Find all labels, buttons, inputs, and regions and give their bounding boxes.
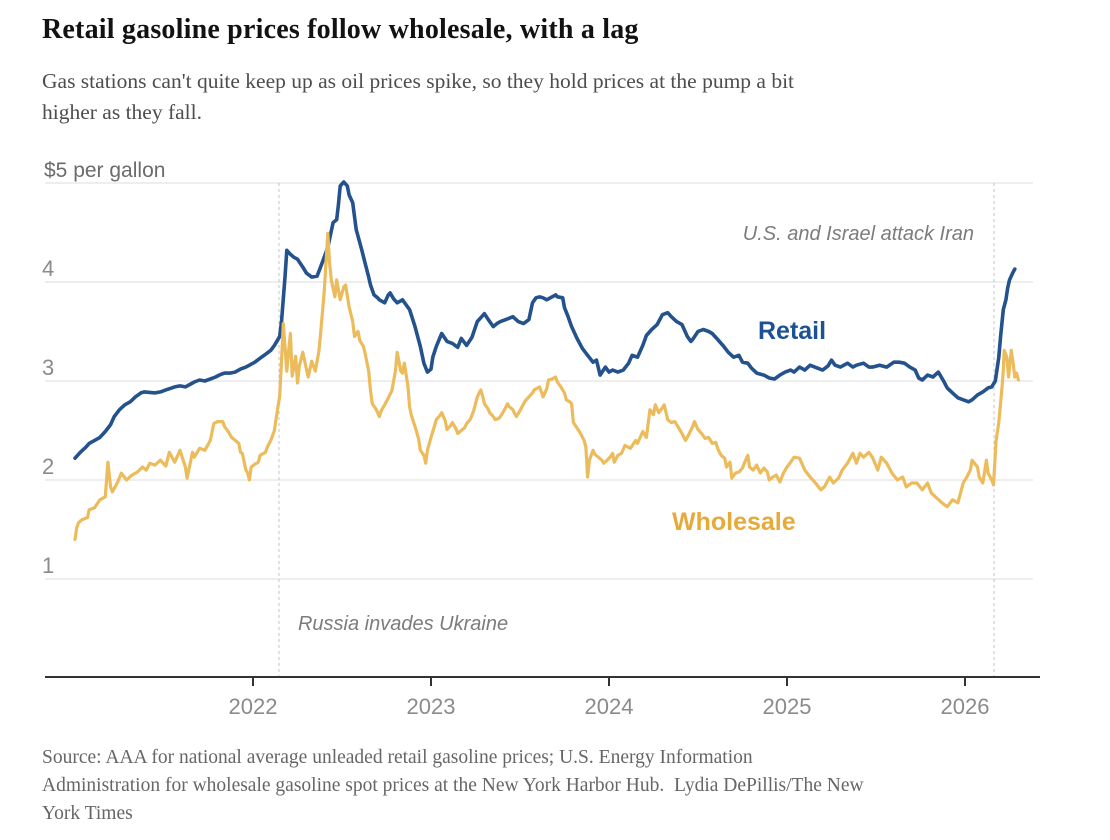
- y-axis-top-label: $5 per gallon: [44, 159, 165, 182]
- x-tick-label-2022: 2022: [229, 694, 278, 719]
- source-note: Source: AAA for national average unleade…: [42, 744, 1072, 828]
- annotation-us-israel-attack-iran: U.S. and Israel attack Iran: [743, 223, 974, 245]
- wholesale-series-label: Wholesale: [672, 508, 796, 536]
- x-tick-label-2026: 2026: [941, 694, 990, 719]
- retail-series-label: Retail: [758, 317, 826, 345]
- source-line-3: York Times: [42, 803, 133, 824]
- page-title: Retail gasoline prices follow wholesale,…: [42, 14, 639, 45]
- retail-line: [73, 180, 1017, 460]
- y-tick-label-2: 2: [42, 454, 54, 479]
- chart-subtitle-line-1: Gas stations can't quite keep up as oil …: [42, 69, 795, 93]
- x-tick-label-2023: 2023: [407, 694, 456, 719]
- annotation-russia-invades-ukraine: Russia invades Ukraine: [298, 613, 508, 635]
- chart-subtitle-line-2: higher as they fall.: [42, 100, 203, 124]
- x-tick-label-2024: 2024: [585, 694, 634, 719]
- y-tick-label-1: 1: [42, 553, 54, 578]
- y-tick-label-3: 3: [42, 355, 54, 380]
- source-line-2: Administration for wholesale gasoline sp…: [42, 775, 864, 796]
- chart-subtitle: Gas stations can't quite keep up as oil …: [42, 66, 1022, 128]
- x-tick-label-2025: 2025: [763, 694, 812, 719]
- x-axis: 2022 2023 2024 2025 2026: [45, 676, 1040, 719]
- wholesale-line: [73, 231, 1020, 541]
- source-line-1: Source: AAA for national average unleade…: [42, 747, 753, 768]
- y-tick-label-4: 4: [42, 256, 54, 281]
